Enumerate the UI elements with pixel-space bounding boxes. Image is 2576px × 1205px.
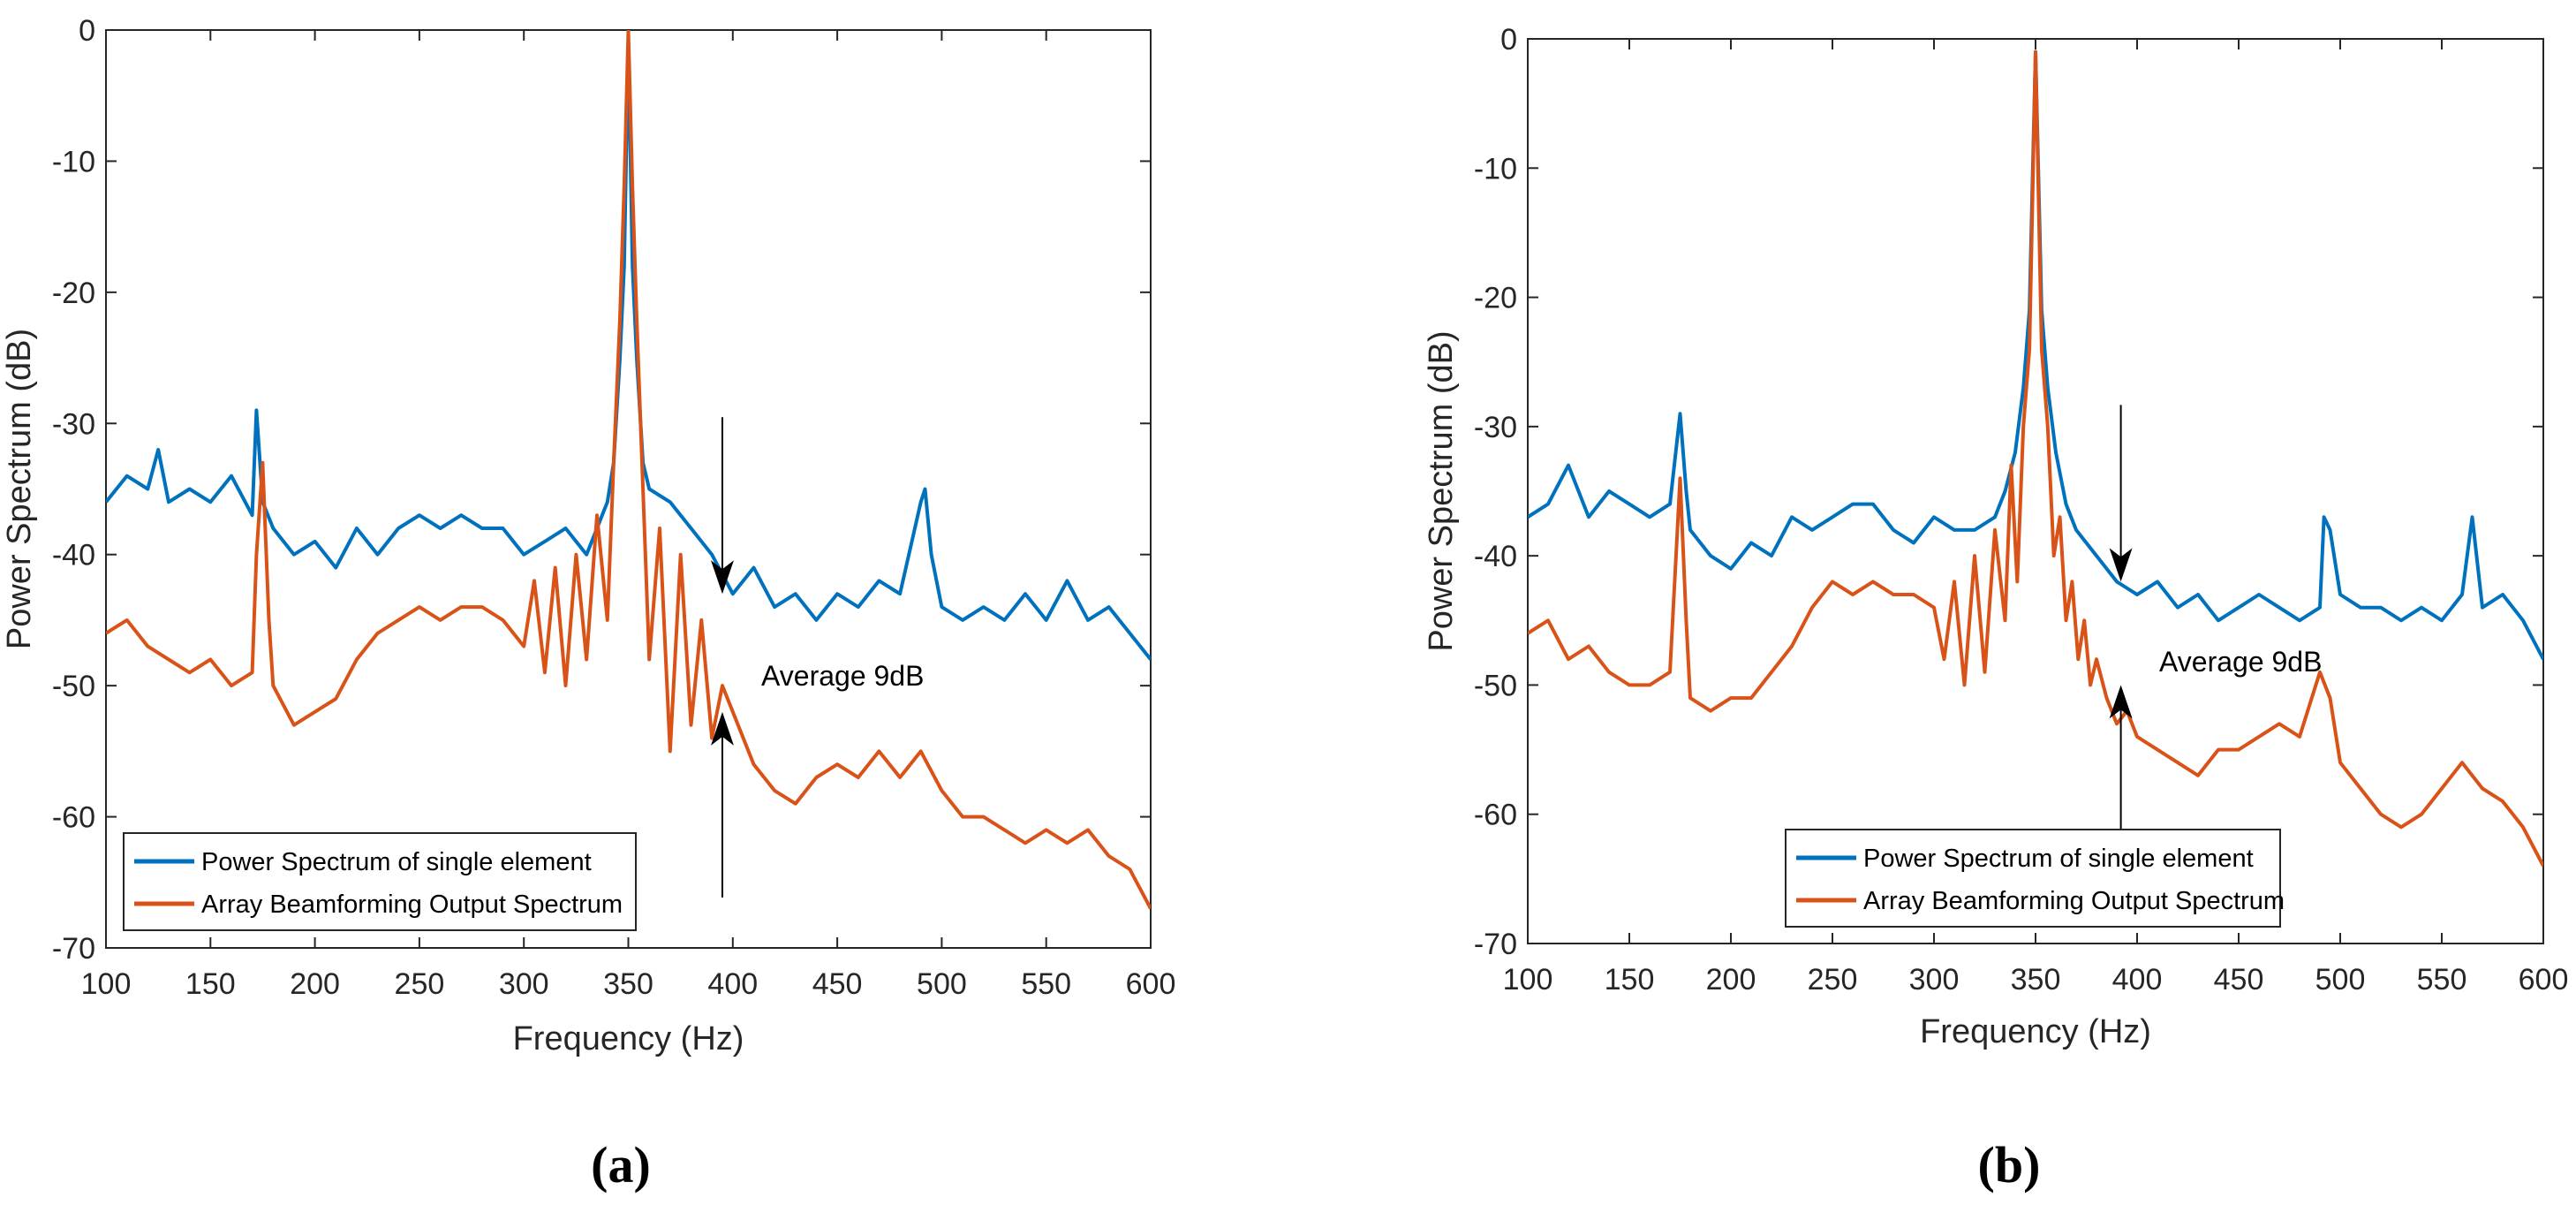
plot-frame-b bbox=[1527, 38, 2544, 944]
x-tick-label-b-500: 500 bbox=[2315, 963, 2366, 997]
annotation-text-a: Average 9dB bbox=[761, 660, 924, 692]
x-tick-label-b-200: 200 bbox=[1706, 963, 1756, 997]
legend-label-b-beamforming: Array Beamforming Output Spectrum bbox=[1863, 887, 2285, 915]
legend-box-b bbox=[1785, 829, 2281, 928]
x-tick-label-a-600: 600 bbox=[1126, 967, 1176, 1001]
annotation-text-b: Average 9dB bbox=[2159, 646, 2322, 678]
x-tick-label-b-250: 250 bbox=[1808, 963, 1858, 997]
legend-label-a-beamforming: Array Beamforming Output Spectrum bbox=[201, 890, 623, 919]
y-tick-label-a-0: 0 bbox=[79, 14, 95, 48]
y-tick-label-a-m50: -50 bbox=[52, 670, 95, 703]
x-tick-label-b-350: 350 bbox=[2011, 963, 2061, 997]
chart-a: 100 150 200 250 300 350 400 450 500 550 600 0 -10 -20… bbox=[1, 14, 1175, 1057]
y-tick-label-a-m20: -20 bbox=[52, 277, 95, 310]
x-tick-label-b-450: 450 bbox=[2214, 963, 2264, 997]
y-tick-label-b-m10: -10 bbox=[1474, 152, 1517, 186]
y-tick-label-a-m60: -60 bbox=[52, 801, 95, 835]
y-tick-label-a-m40: -40 bbox=[52, 539, 95, 572]
x-tick-label-a-300: 300 bbox=[499, 967, 549, 1001]
y-tick-label-a-m30: -30 bbox=[52, 407, 95, 441]
x-tick-label-a-550: 550 bbox=[1021, 967, 1071, 1001]
panel-label-b: (b) bbox=[1978, 1136, 2041, 1194]
x-tick-label-a-100: 100 bbox=[81, 967, 132, 1001]
x-tick-label-a-350: 350 bbox=[603, 967, 653, 1001]
y-tick-label-b-0: 0 bbox=[1500, 23, 1517, 57]
series-line-b-beamforming bbox=[1528, 49, 2543, 868]
series-line-a-beamforming bbox=[106, 30, 1151, 910]
annotation-arrow-up-head-a bbox=[710, 711, 734, 746]
y-tick-label-a-m70: -70 bbox=[52, 932, 95, 966]
y-axis-label-b: Power Spectrum (dB) bbox=[1423, 330, 1460, 651]
annotation-arrow-up-head-b bbox=[2109, 685, 2133, 719]
y-tick-label-a-m10: -10 bbox=[52, 145, 95, 178]
annotation-arrow-down-head-b bbox=[2109, 548, 2133, 582]
x-tick-label-a-400: 400 bbox=[707, 967, 758, 1001]
x-tick-label-a-500: 500 bbox=[917, 967, 967, 1001]
x-tick-label-b-600: 600 bbox=[2519, 963, 2569, 997]
x-axis-label-b: Frequency (Hz) bbox=[1920, 1013, 2151, 1050]
x-tick-label-b-300: 300 bbox=[1909, 963, 1960, 997]
x-tick-label-a-250: 250 bbox=[395, 967, 445, 1001]
x-tick-label-a-150: 150 bbox=[185, 967, 236, 1001]
x-tick-label-a-450: 450 bbox=[812, 967, 863, 1001]
y-tick-label-b-m70: -70 bbox=[1474, 928, 1517, 961]
y-tick-label-b-m60: -60 bbox=[1474, 799, 1517, 832]
annotation-arrow-down-head-a bbox=[710, 560, 734, 595]
y-tick-label-b-m40: -40 bbox=[1474, 540, 1517, 573]
chart-b: 100 150 200 250 300 350 400 450 500 550 600 0 -10 -20… bbox=[1423, 23, 2568, 1050]
y-tick-label-b-m20: -20 bbox=[1474, 282, 1517, 315]
legend-box-a bbox=[123, 832, 637, 931]
panel-label-a: (a) bbox=[591, 1136, 651, 1194]
y-tick-label-b-m30: -30 bbox=[1474, 411, 1517, 444]
legend-label-a-single-element: Power Spectrum of single element bbox=[201, 848, 592, 876]
x-axis-label-a: Frequency (Hz) bbox=[513, 1020, 744, 1057]
x-tick-label-b-100: 100 bbox=[1503, 963, 1553, 997]
plot-frame-a bbox=[105, 29, 1152, 949]
y-axis-label-a: Power Spectrum (dB) bbox=[1, 329, 38, 649]
y-tick-label-b-m50: -50 bbox=[1474, 669, 1517, 702]
x-tick-label-a-200: 200 bbox=[290, 967, 340, 1001]
legend-label-b-single-element: Power Spectrum of single element bbox=[1863, 845, 2254, 873]
x-tick-label-b-550: 550 bbox=[2417, 963, 2467, 997]
x-tick-label-b-150: 150 bbox=[1605, 963, 1655, 997]
x-tick-label-b-400: 400 bbox=[2112, 963, 2163, 997]
